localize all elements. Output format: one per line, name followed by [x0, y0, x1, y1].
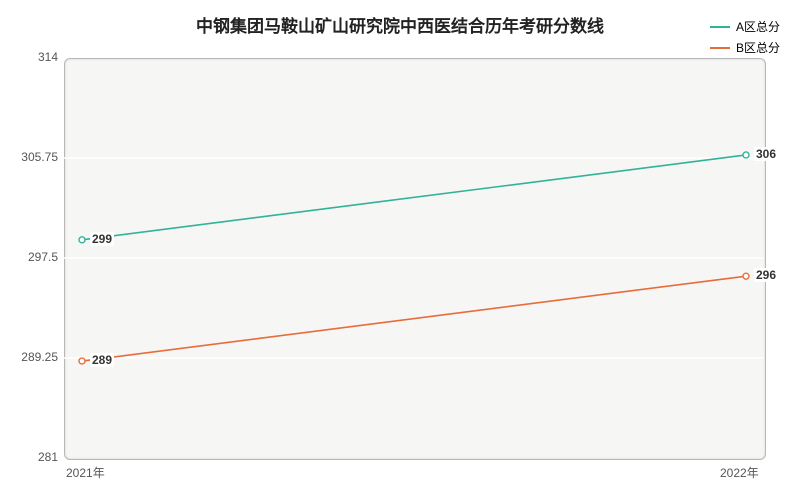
- data-label: 306: [754, 147, 778, 161]
- y-tick-label: 289.25: [8, 350, 58, 364]
- y-tick-label: 314: [8, 50, 58, 64]
- data-label: 289: [90, 353, 114, 367]
- y-tick-label: 297.5: [8, 250, 58, 264]
- y-tick-label: 281: [8, 450, 58, 464]
- x-tick-label: 2021年: [66, 464, 105, 481]
- chart-container: 中钢集团马鞍山矿山研究院中西医结合历年考研分数线 A区总分 B区总分 28128…: [0, 0, 800, 500]
- y-tick-label: 305.75: [8, 150, 58, 164]
- data-label: 299: [90, 232, 114, 246]
- x-tick-label: 2022年: [720, 464, 759, 481]
- chart-svg: [0, 0, 800, 500]
- data-label: 296: [754, 268, 778, 282]
